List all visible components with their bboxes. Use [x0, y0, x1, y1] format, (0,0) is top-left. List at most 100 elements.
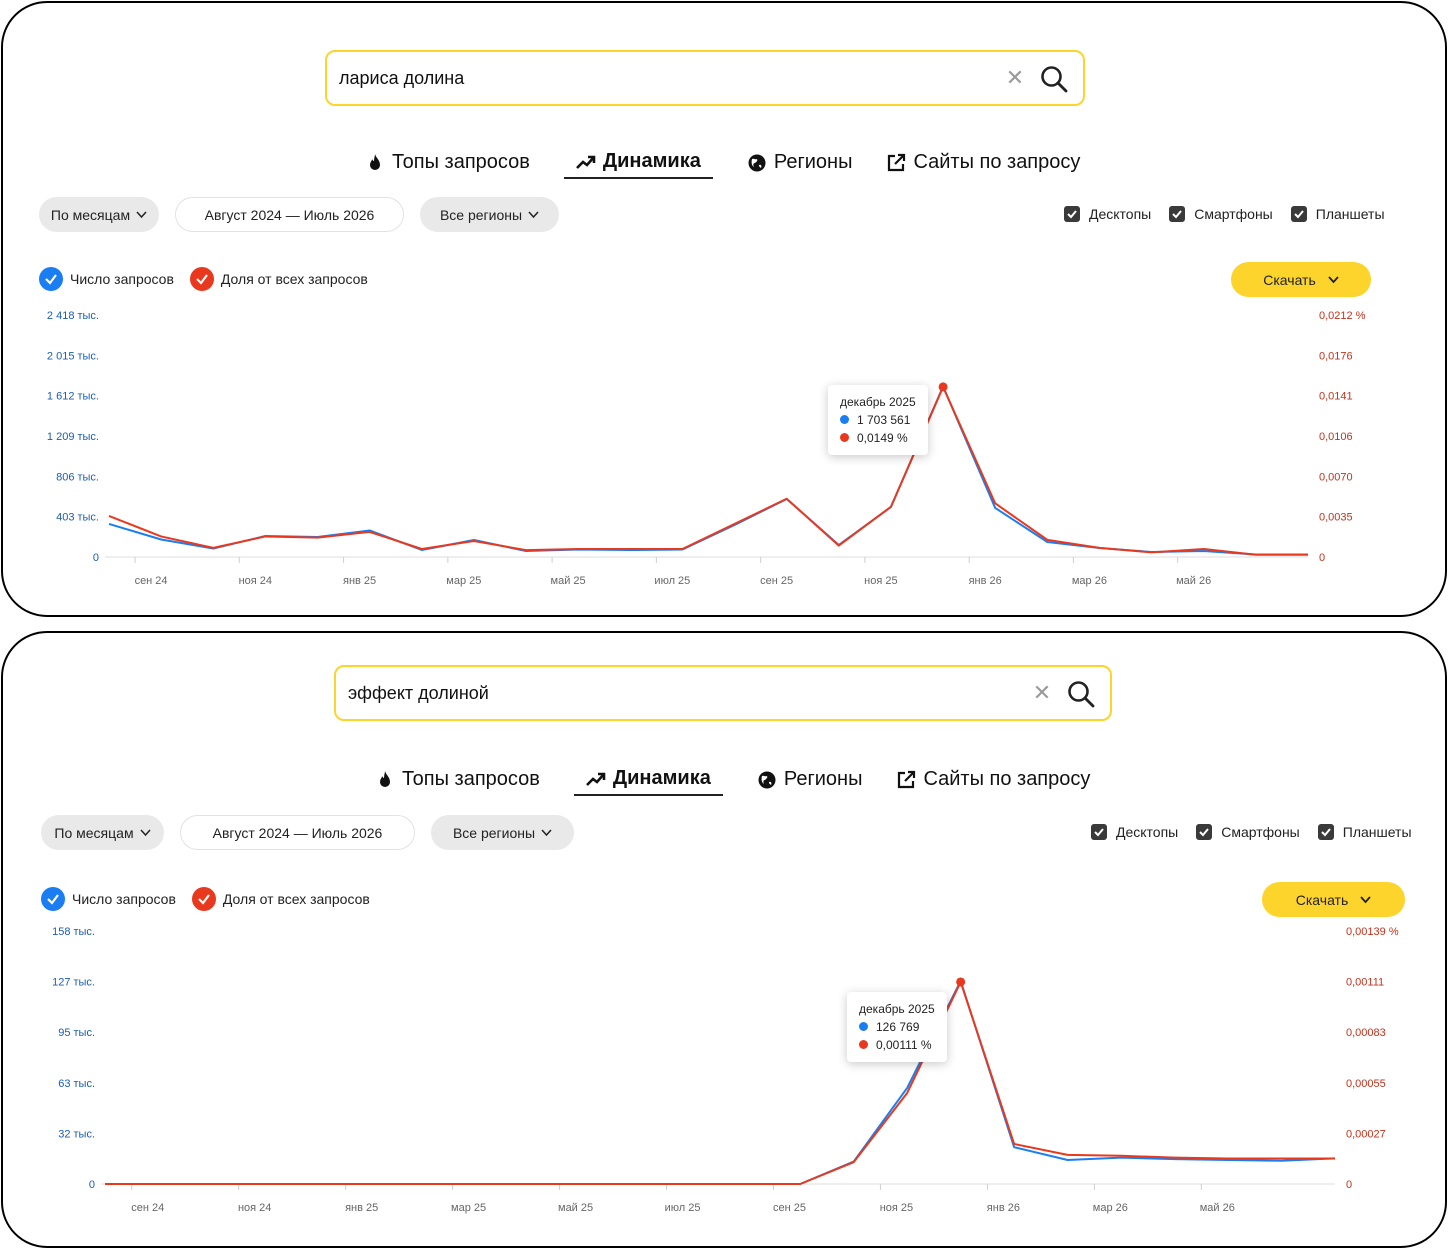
- tab-sites[interactable]: Сайты по запросу: [886, 150, 1080, 179]
- y-left-tick-label: 1 209 тыс.: [47, 431, 99, 443]
- y-left-tick-label: 806 тыс.: [56, 471, 99, 483]
- period-select[interactable]: По месяцам: [41, 815, 164, 850]
- wordstat-panel-2: ✕ Топы запросов Динамика Регионы Сайты п…: [1, 631, 1447, 1248]
- x-tick-label: янв 25: [343, 575, 376, 587]
- globe-icon: [748, 154, 766, 171]
- line-chart: 0 403 тыс. 806 тыс. 1 209 тыс. 1 612 тыс. 2 0…: [47, 310, 1366, 587]
- regions-select[interactable]: Все регионы: [420, 197, 559, 232]
- tab-label: Регионы: [773, 151, 853, 173]
- tooltip-month: декабрь 2025: [859, 1002, 935, 1016]
- regions-select[interactable]: Все регионы: [431, 815, 574, 850]
- x-tick-label: мар 26: [1093, 1202, 1128, 1214]
- legend-share-toggle[interactable]: Доля от всех запросов: [191, 887, 370, 911]
- y-left-tick-label: 0: [89, 1179, 95, 1191]
- y-right-tick-label: 0: [1319, 552, 1325, 564]
- tooltip-share-row: 0,0149 %: [840, 429, 916, 447]
- search-input[interactable]: [339, 52, 1083, 104]
- legend-count-toggle[interactable]: Число запросов: [39, 267, 174, 291]
- tab-label: Регионы: [783, 768, 863, 790]
- tab-label: Динамика: [612, 767, 711, 789]
- x-tick-label: июл 25: [665, 1202, 701, 1214]
- device-smartphone-checkbox[interactable]: Смартфоны: [1196, 824, 1300, 840]
- period-select[interactable]: По месяцам: [39, 197, 159, 232]
- device-smartphone-checkbox[interactable]: Смартфоны: [1169, 206, 1273, 222]
- chevron-down-icon: [541, 829, 552, 837]
- search-icon[interactable]: [1066, 679, 1096, 709]
- search-input[interactable]: [348, 667, 1110, 719]
- wordstat-panel-1: ✕ Топы запросов Динамика Регионы Сайты п…: [1, 1, 1447, 617]
- x-tick-label: июл 25: [654, 575, 690, 587]
- device-label: Смартфоны: [1221, 824, 1300, 840]
- y-left-tick-label: 2 418 тыс.: [47, 310, 99, 322]
- tab-regions[interactable]: Регионы: [757, 767, 863, 796]
- chevron-down-icon: [1360, 896, 1371, 904]
- tab-top-queries[interactable]: Топы запросов: [375, 767, 540, 796]
- y-right-tick-label: 0,0176: [1319, 350, 1353, 362]
- legend-count-label: Число запросов: [70, 271, 174, 287]
- regions-label: Все регионы: [439, 206, 523, 223]
- tab-label: Сайты по запросу: [923, 768, 1091, 790]
- tab-regions[interactable]: Регионы: [747, 150, 853, 179]
- clear-icon[interactable]: ✕: [1032, 680, 1052, 705]
- y-left-tick-label: 0: [93, 552, 99, 564]
- tooltip-month: декабрь 2025: [840, 395, 916, 409]
- checkbox-checked-icon: [1290, 206, 1307, 222]
- x-tick-label: сен 24: [135, 575, 168, 587]
- legend-share-label: Доля от всех запросов: [220, 271, 368, 287]
- x-tick-label: май 26: [1200, 1202, 1235, 1214]
- tooltip-share-row: 0,00111 %: [859, 1036, 935, 1054]
- y-right-tick-label: 0,0070: [1319, 471, 1353, 483]
- chart-tooltip: декабрь 2025 1 703 561 0,0149 %: [828, 385, 928, 455]
- date-range-select[interactable]: Август 2024 — Июль 2026: [180, 815, 415, 850]
- series-share-line: [105, 980, 1335, 1185]
- tab-sites[interactable]: Сайты по запросу: [896, 767, 1090, 796]
- tabs: Топы запросов Динамика Регионы Сайты по …: [365, 150, 1080, 179]
- tab-label: Топы запросов: [392, 151, 530, 173]
- checkbox-checked-icon: [1196, 824, 1213, 840]
- tab-top-queries[interactable]: Топы запросов: [365, 150, 530, 179]
- chart-legend: Число запросов Доля от всех запросов: [39, 267, 368, 291]
- download-button[interactable]: Скачать: [1231, 262, 1371, 297]
- device-label: Планшеты: [1342, 824, 1412, 840]
- x-tick-label: ноя 24: [239, 575, 272, 587]
- y-right-tick-label: 0,0212 %: [1319, 310, 1366, 322]
- chart-tooltip: декабрь 2025 126 769 0,00111 %: [847, 992, 947, 1062]
- device-desktop-checkbox[interactable]: Десктопы: [1064, 206, 1151, 222]
- device-tablet-checkbox[interactable]: Планшеты: [1317, 824, 1412, 840]
- series-share-line: [108, 385, 1308, 556]
- x-tick-label: май 25: [558, 1202, 593, 1214]
- y-left-tick-label: 2 015 тыс.: [47, 350, 99, 362]
- tooltip-share: 0,00111 %: [876, 1038, 932, 1052]
- chevron-down-icon: [140, 829, 151, 837]
- x-tick-label: мар 25: [446, 575, 481, 587]
- legend-share-toggle[interactable]: Доля от всех запросов: [189, 267, 368, 291]
- highlighted-point[interactable]: [938, 382, 948, 392]
- checkbox-checked-icon: [1091, 824, 1107, 840]
- checkbox-checked-icon: [1169, 206, 1186, 222]
- download-button[interactable]: Скачать: [1262, 882, 1405, 917]
- check-icon: [41, 887, 65, 911]
- x-tick-label: сен 24: [131, 1202, 164, 1214]
- device-desktop-checkbox[interactable]: Десктопы: [1091, 824, 1178, 840]
- check-icon: [39, 267, 63, 291]
- tab-dynamics[interactable]: Динамика: [573, 767, 723, 796]
- device-filters: Десктопы Смартфоны Планшеты: [1091, 824, 1412, 840]
- x-tick-label: янв 26: [987, 1202, 1020, 1214]
- legend-count-toggle[interactable]: Число запросов: [41, 887, 176, 911]
- y-right-tick-label: 0,0141: [1319, 391, 1353, 403]
- x-tick-label: май 25: [551, 575, 586, 587]
- tab-dynamics[interactable]: Динамика: [563, 150, 713, 179]
- checkbox-checked-icon: [1317, 824, 1334, 840]
- device-tablet-checkbox[interactable]: Планшеты: [1290, 206, 1385, 222]
- tab-label: Сайты по запросу: [913, 151, 1081, 173]
- highlighted-point[interactable]: [956, 977, 966, 987]
- y-right-tick-label: 0,0035: [1319, 512, 1353, 524]
- search-icon[interactable]: [1039, 64, 1069, 94]
- y-right-tick-label: 0,00055: [1346, 1078, 1386, 1090]
- tooltip-count-row: 126 769: [859, 1018, 935, 1036]
- date-range-select[interactable]: Август 2024 — Июль 2026: [175, 197, 404, 232]
- tooltip-count-row: 1 703 561: [840, 411, 916, 429]
- series-count-line: [105, 980, 1336, 1185]
- y-left-tick-label: 63 тыс.: [58, 1078, 95, 1090]
- clear-icon[interactable]: ✕: [1005, 65, 1025, 90]
